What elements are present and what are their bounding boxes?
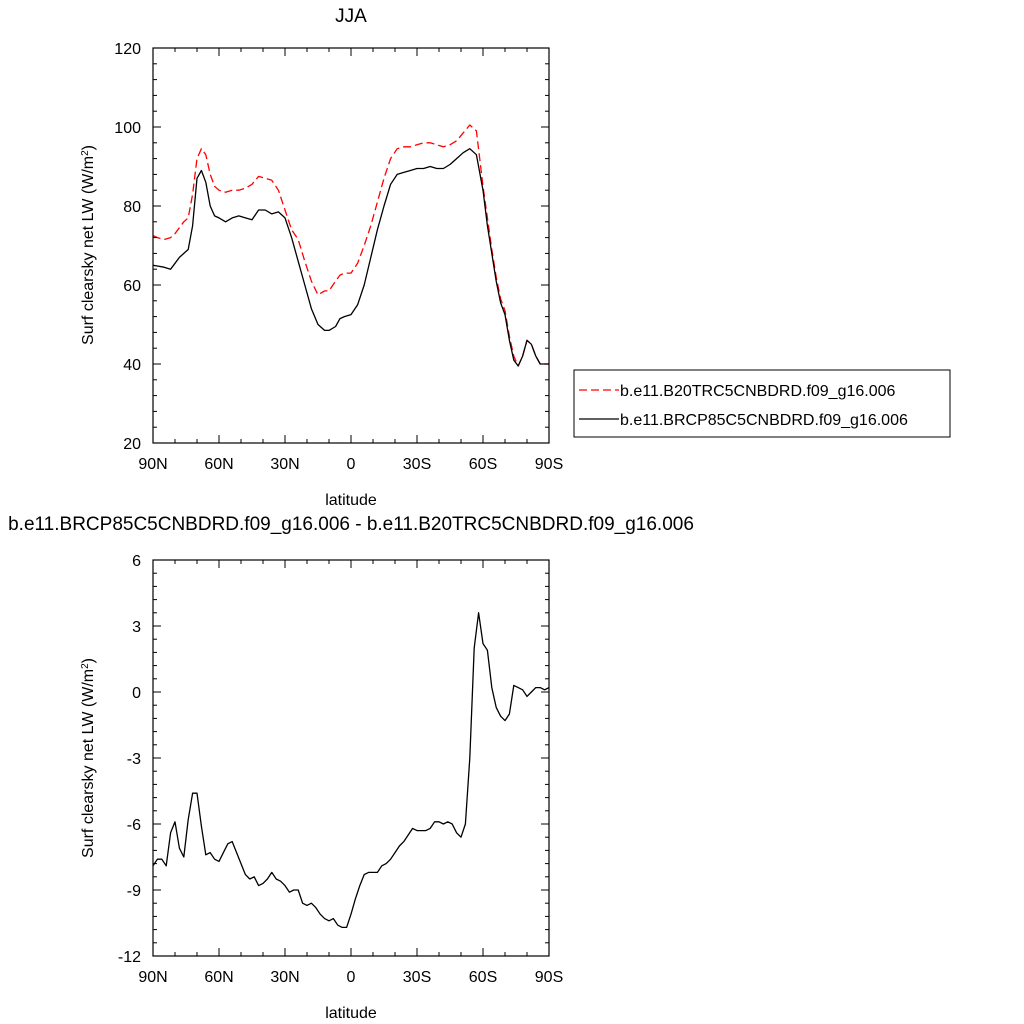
bottom-chart-panel: b.e11.BRCP85C5CNBDRD.f09_g16.006 - b.e11… [8, 514, 694, 1022]
bottom-y-axis-label: Surf clearsky net LW (W/m2) [80, 658, 98, 858]
top-x-tick-label: 30S [403, 456, 431, 473]
bottom-y-axis-label-sup: 2 [80, 663, 91, 669]
bottom-x-axis-label: latitude [325, 1005, 377, 1022]
top-y-axis-label: Surf clearsky net LW (W/m2) [80, 145, 98, 345]
bottom-y-tick-label: -12 [118, 949, 141, 966]
bottom-y-tick-label: 6 [132, 553, 141, 570]
top-y-tick-label: 60 [123, 278, 141, 295]
top-y-tick-label: 120 [114, 41, 141, 58]
top-series-line-0 [153, 124, 549, 367]
top-x-axis-label: latitude [325, 492, 377, 509]
bottom-x-tick-label: 0 [347, 969, 356, 986]
top-plot-area: 90N 60N 30N 0 30S 60S 90S 20 40 60 80 100 120 [114, 41, 563, 473]
bottom-x-tick-label: 60S [469, 969, 497, 986]
top-x-tick-label: 0 [347, 456, 356, 473]
legend-label-rcp85: b.e11.BRCP85C5CNBDRD.f09_g16.006 [620, 412, 908, 429]
bottom-x-tick-label: 60N [204, 969, 233, 986]
bottom-y-axis-label-main: Surf clearsky net LW (W/m [80, 669, 97, 858]
top-y-tick-label: 40 [123, 357, 141, 374]
top-series-line-1 [153, 148, 549, 367]
top-y-axis-label-close: ) [80, 145, 97, 150]
bottom-x-tick-label: 30N [270, 969, 299, 986]
top-plot-frame [152, 47, 550, 444]
bottom-chart-title: b.e11.BRCP85C5CNBDRD.f09_g16.006 - b.e11… [8, 514, 694, 535]
bottom-y-axis-label-close: ) [80, 658, 97, 663]
top-chart-title: JJA [335, 6, 367, 27]
bottom-plot-area: 90N 60N 30N 0 30S 60S 90S -12 -9 -6 -3 0 3 6 [118, 553, 563, 986]
top-x-tick-label: 90S [535, 456, 563, 473]
top-y-tick-label: 80 [123, 199, 141, 216]
top-chart-panel: JJA 90N 60N 30N 0 30S 60S 90S 20 40 60 80 100 120 la… [80, 6, 564, 509]
bottom-y-tick-label: -6 [127, 817, 141, 834]
bottom-x-tick-label: 30S [403, 969, 431, 986]
bottom-x-tick-label: 90S [535, 969, 563, 986]
bottom-y-tick-label: 3 [132, 619, 141, 636]
bottom-y-tick-label: 0 [132, 685, 141, 702]
bottom-y-tick-label: -9 [127, 883, 141, 900]
top-y-tick-label: 100 [114, 120, 141, 137]
top-x-tick-label: 30N [270, 456, 299, 473]
top-y-axis-label-main: Surf clearsky net LW (W/m [80, 156, 97, 345]
legend: b.e11.B20TRC5CNBDRD.f09_g16.006 b.e11.BR… [573, 369, 951, 438]
bottom-y-tick-label: -3 [127, 751, 141, 768]
legend-label-historical: b.e11.B20TRC5CNBDRD.f09_g16.006 [620, 383, 896, 400]
top-x-tick-label: 60S [469, 456, 497, 473]
bottom-plot-frame [152, 559, 550, 957]
top-x-tick-label: 60N [204, 456, 233, 473]
legend-box [573, 369, 951, 438]
bottom-x-tick-label: 90N [138, 969, 167, 986]
top-y-axis-label-sup: 2 [80, 150, 91, 156]
top-y-tick-label: 20 [123, 436, 141, 453]
top-x-tick-label: 90N [138, 456, 167, 473]
bottom-series-line-0 [153, 612, 549, 929]
